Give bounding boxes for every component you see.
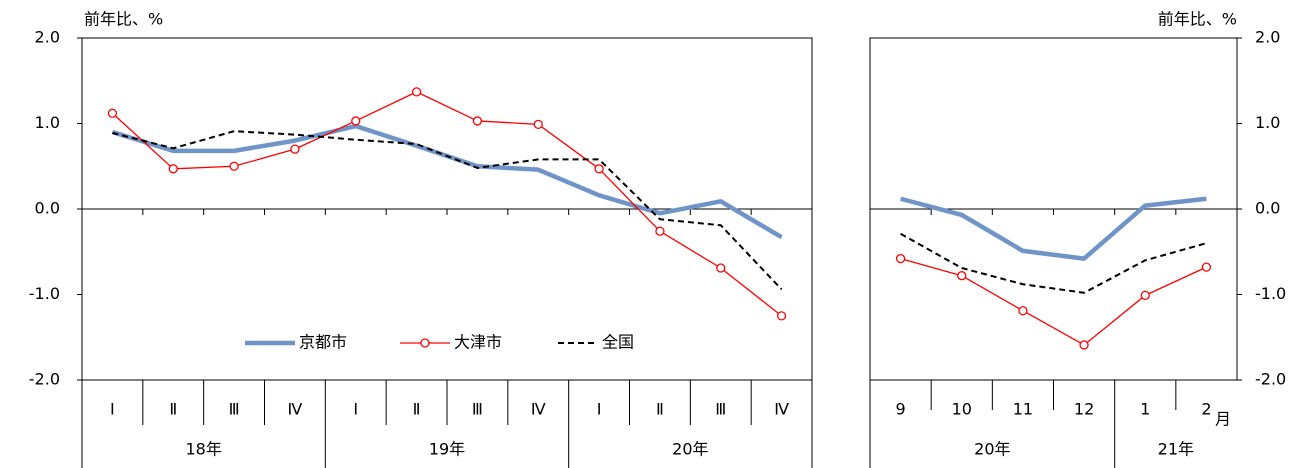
x-tick-label: Ⅰ — [597, 400, 602, 419]
x-tick-label: 12 — [1074, 400, 1094, 419]
x-tick-label: 10 — [952, 400, 972, 419]
x-group-label: 19年 — [429, 440, 465, 459]
point — [472, 116, 483, 126]
x-tick-label: Ⅱ — [413, 400, 421, 419]
point — [229, 161, 239, 171]
y-tick-label: 2.0 — [1255, 28, 1280, 47]
point — [895, 253, 906, 264]
point — [290, 144, 300, 154]
series-line — [900, 196, 1207, 261]
x-tick-label: 1 — [1140, 400, 1150, 419]
point — [716, 263, 726, 273]
x-tick-label: Ⅰ — [110, 400, 115, 419]
y-tick-label: -2.0 — [29, 370, 60, 389]
x-group-label: 21年 — [1158, 440, 1194, 459]
x-tick-label: Ⅳ — [288, 400, 303, 419]
y-axis-label: 前年比、% — [84, 10, 163, 29]
x-tick-label: Ⅲ — [715, 400, 726, 419]
x-group-label: 20年 — [672, 440, 708, 459]
y-tick-label: 0.0 — [35, 199, 60, 218]
point — [168, 164, 178, 174]
x-tick-label: Ⅱ — [656, 400, 664, 419]
x-tick-label: 2 — [1201, 400, 1211, 419]
x-tick-label: 9 — [895, 400, 905, 419]
x-tick-label: Ⅱ — [169, 400, 177, 419]
series-line — [900, 257, 1207, 346]
legend-marker — [420, 338, 430, 348]
point — [351, 116, 361, 126]
point — [1140, 290, 1150, 301]
point — [1201, 262, 1212, 272]
series-line — [111, 91, 782, 317]
y-tick-label: 2.0 — [35, 28, 60, 47]
x-tick-label: Ⅳ — [774, 400, 789, 419]
x-tick-label: Ⅳ — [531, 400, 546, 419]
y-tick-label: -1.0 — [1255, 284, 1286, 303]
point — [957, 271, 967, 281]
series-line — [112, 130, 783, 291]
y-tick-label: 1.0 — [1255, 113, 1280, 132]
x-tick-label: 11 — [1013, 400, 1033, 419]
y-tick-label: -2.0 — [1255, 370, 1286, 389]
point — [1018, 306, 1028, 316]
y-tick-label: 0.0 — [1255, 199, 1280, 218]
point — [776, 311, 787, 321]
x-tick-label: Ⅲ — [472, 400, 483, 419]
x-tick-label: Ⅰ — [353, 400, 358, 419]
x-tick-label: Ⅲ — [229, 400, 240, 419]
point — [655, 226, 665, 236]
point — [594, 164, 604, 174]
legend-label: 大津市 — [454, 333, 502, 352]
point — [533, 119, 543, 130]
x-unit-label: 月 — [1215, 410, 1231, 429]
x-group-label: 20年 — [974, 440, 1010, 459]
legend-label: 全国 — [602, 333, 634, 352]
y-tick-label: -1.0 — [29, 284, 60, 303]
series-line — [900, 232, 1207, 294]
y-axis-label: 前年比、% — [1158, 10, 1237, 29]
legend-label: 京都市 — [299, 333, 347, 352]
point — [411, 87, 422, 97]
y-tick-label: 1.0 — [35, 113, 60, 132]
point — [107, 108, 118, 118]
point — [1079, 340, 1089, 350]
x-group-label: 18年 — [185, 440, 221, 459]
